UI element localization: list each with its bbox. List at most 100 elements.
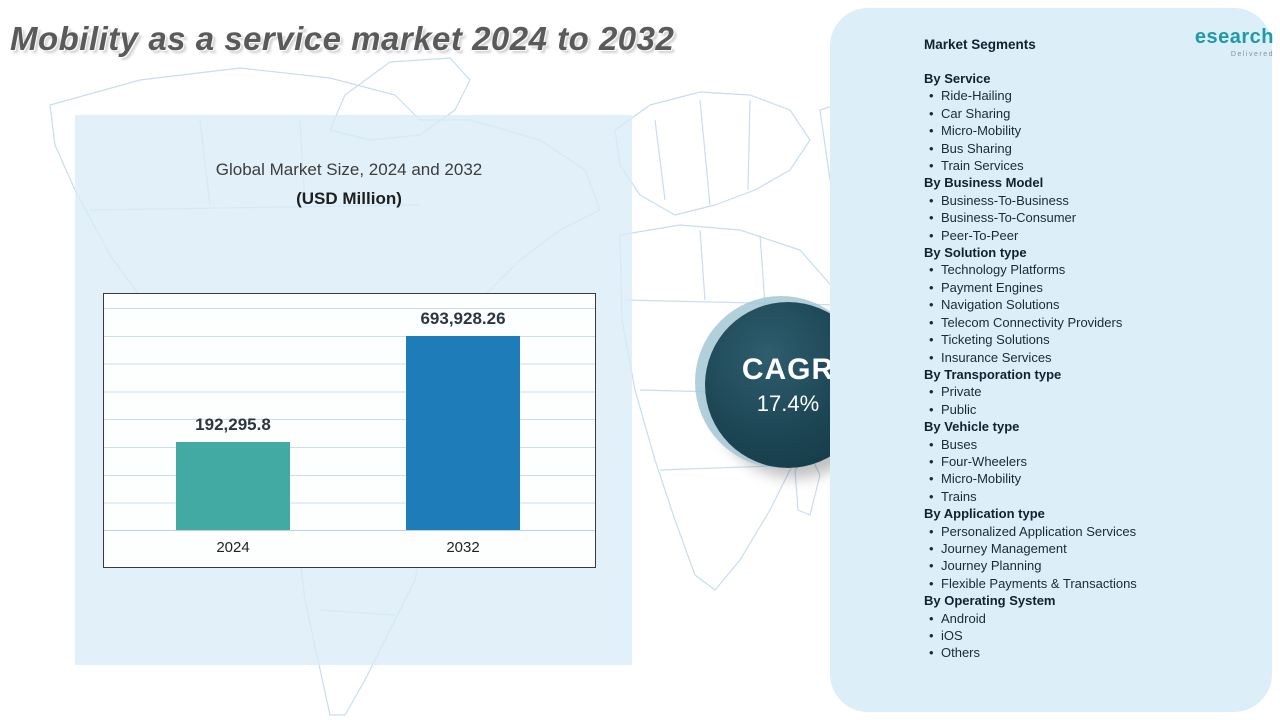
segment-item-label: Journey Planning xyxy=(941,558,1042,574)
chart-plot-area: 192,295.8 693,928.26 xyxy=(104,308,595,531)
segment-item: • Public xyxy=(924,401,1254,418)
bullet-icon: • xyxy=(929,262,934,278)
map-borders-eu xyxy=(654,99,751,206)
segment-item-label: Micro-Mobility xyxy=(941,471,1022,487)
segment-item: • Journey Planning xyxy=(924,557,1254,574)
bar-2032: 693,928.26 xyxy=(406,309,520,530)
segment-item-label: Ticketing Solutions xyxy=(941,332,1050,348)
cagr-value: 17.4% xyxy=(756,391,820,416)
segment-item-label: Payment Engines xyxy=(941,279,1043,295)
bullet-icon: • xyxy=(929,210,934,226)
segment-group-heading: By Transporation type xyxy=(924,366,1062,382)
bullet-icon: • xyxy=(929,123,934,139)
bullet-icon: • xyxy=(929,401,934,417)
bullet-icon: • xyxy=(929,384,934,400)
segment-item: • Buses xyxy=(924,436,1254,453)
segment-item: • Train Services xyxy=(924,157,1254,174)
bar-chart: 192,295.8 693,928.26 2024 2032 xyxy=(103,293,596,568)
segment-item: • Bus Sharing xyxy=(924,140,1254,157)
brand-logo: esearch Delivered xyxy=(1195,26,1274,58)
segment-item-label: Journey Management xyxy=(941,540,1067,556)
segment-item: • Insurance Services xyxy=(924,349,1254,366)
segment-item-label: Insurance Services xyxy=(941,349,1052,365)
segment-item-label: Public xyxy=(941,401,977,417)
bullet-icon: • xyxy=(929,575,934,591)
segment-item-label: Business-To-Consumer xyxy=(941,210,1077,226)
segment-item-label: Car Sharing xyxy=(941,105,1011,121)
segment-item-label: Android xyxy=(941,610,986,626)
segment-item-label: Ride-Hailing xyxy=(941,88,1012,104)
bullet-icon: • xyxy=(929,158,934,174)
segment-item: • Flexible Payments & Transactions xyxy=(924,575,1254,592)
brand-logo-text: esearch xyxy=(1194,26,1274,48)
segments-panel: Market Segments By Service • Ride-Hailing •… xyxy=(830,8,1272,712)
bullet-icon: • xyxy=(929,645,934,661)
cagr-label: CAGR xyxy=(741,353,835,386)
segment-item: • Journey Management xyxy=(924,540,1254,557)
segment-group-heading: By Vehicle type xyxy=(924,419,1020,435)
bullet-icon: • xyxy=(929,453,934,469)
segment-item-label: Bus Sharing xyxy=(941,140,1012,156)
segment-item-label: Navigation Solutions xyxy=(941,297,1060,313)
segment-item-label: Buses xyxy=(941,436,978,452)
chart-heading: Global Market Size, 2024 and 2032 (USD M… xyxy=(103,160,595,209)
segment-item: • Payment Engines xyxy=(924,279,1254,296)
bullet-icon: • xyxy=(929,488,934,504)
segment-item: • Technology Platforms xyxy=(924,261,1254,278)
bullet-icon: • xyxy=(929,192,934,208)
segment-item-label: Trains xyxy=(941,488,977,504)
bullet-icon: • xyxy=(929,105,934,121)
segment-item: • Ride-Hailing xyxy=(924,87,1254,104)
bullet-icon: • xyxy=(929,227,934,243)
bullet-icon: • xyxy=(929,297,934,313)
bullet-icon: • xyxy=(929,471,934,487)
bar-2024: 192,295.8 xyxy=(176,415,290,530)
segment-item: • Micro-Mobility xyxy=(924,470,1254,487)
bullet-icon: • xyxy=(929,610,934,626)
map-africa xyxy=(619,224,846,591)
segments-list: By Service • Ride-Hailing • Car Sharing • Micr… xyxy=(924,70,1254,662)
bullet-icon: • xyxy=(929,540,934,556)
segment-item: • Private xyxy=(924,383,1254,400)
segment-item: • Ticketing Solutions xyxy=(924,331,1254,348)
segment-item: • Telecom Connectivity Providers xyxy=(924,314,1254,331)
segment-item: • Micro-Mobility xyxy=(924,122,1254,139)
segment-item-label: Four-Wheelers xyxy=(941,453,1027,469)
x-axis-label-2032: 2032 xyxy=(446,539,480,556)
segment-item-label: Others xyxy=(941,645,981,661)
segment-item-label: Telecom Connectivity Providers xyxy=(941,314,1123,330)
segment-item-label: Micro-Mobility xyxy=(941,123,1022,139)
segment-item-label: Flexible Payments & Transactions xyxy=(941,575,1137,591)
segments-panel-title: Market Segments xyxy=(924,37,1036,52)
segment-group-heading: By Business Model xyxy=(924,175,1044,191)
brand-logo-tagline: Delivered xyxy=(1230,51,1274,58)
bullet-icon: • xyxy=(929,558,934,574)
segment-item: • Business-To-Consumer xyxy=(924,209,1254,226)
page-title: Mobility as a service market 2024 to 203… xyxy=(10,20,675,57)
bullet-icon: • xyxy=(929,436,934,452)
segment-item: • Navigation Solutions xyxy=(924,296,1254,313)
segment-item: • Business-To-Business xyxy=(924,192,1254,209)
chart-subtitle: (USD Million) xyxy=(296,189,402,208)
segment-item: • Personalized Application Services xyxy=(924,523,1254,540)
segment-group-heading: By Service xyxy=(924,71,991,86)
segment-item: • Others xyxy=(924,644,1254,661)
bar-value-2024: 192,295.8 xyxy=(195,415,271,434)
bullet-icon: • xyxy=(929,314,934,330)
segment-item: • Trains xyxy=(924,488,1254,505)
segment-item: • Android xyxy=(924,610,1254,627)
segment-item-label: Private xyxy=(941,384,982,400)
bullet-icon: • xyxy=(929,140,934,156)
bar-value-2032: 693,928.26 xyxy=(420,309,506,328)
segment-group-heading: By Application type xyxy=(924,506,1045,522)
map-europe xyxy=(614,91,811,216)
segment-item-label: Train Services xyxy=(941,158,1024,174)
x-axis-label-2024: 2024 xyxy=(216,539,250,556)
segment-group-heading: By Solution type xyxy=(924,245,1027,261)
segment-item-label: Personalized Application Services xyxy=(941,523,1137,539)
segment-group-heading: By Operating System xyxy=(924,593,1056,609)
bullet-icon: • xyxy=(929,279,934,295)
segment-item-label: Peer-To-Peer xyxy=(941,227,1019,243)
chart-title: Global Market Size, 2024 and 2032 xyxy=(215,160,483,179)
